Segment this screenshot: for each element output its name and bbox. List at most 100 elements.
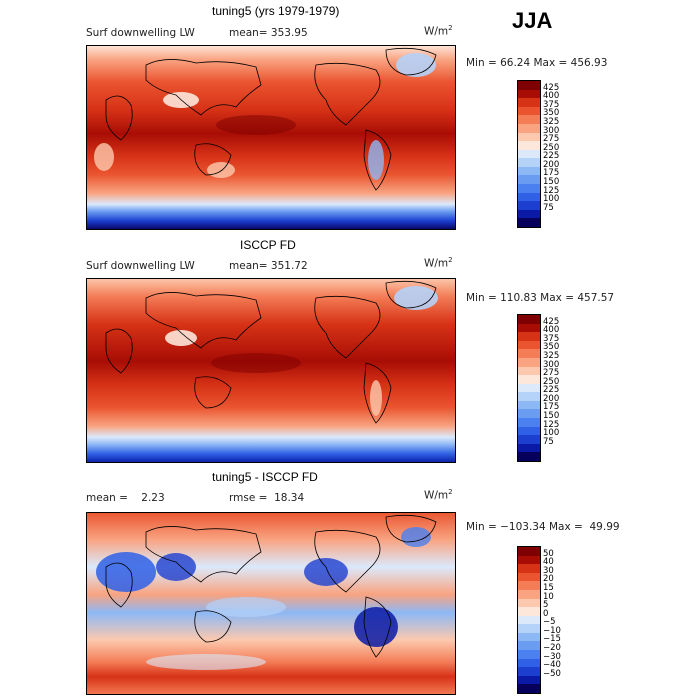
panel1-frame	[86, 45, 456, 230]
colorbar-tick-label: −5	[543, 617, 556, 628]
colorbar-tick-label: 425	[543, 316, 560, 327]
panel3-minmax: Min = −103.34 Max = 49.99	[466, 521, 620, 533]
colorbar-swatch	[518, 443, 540, 453]
colorbar-swatch	[518, 564, 540, 574]
colorbar-swatch	[518, 426, 540, 436]
colorbar-tick-label: 175	[543, 168, 560, 179]
colorbar-tick-label: 300	[543, 125, 560, 136]
colorbar-tick-label: 40	[543, 557, 554, 568]
colorbar-tick-label: 20	[543, 574, 554, 585]
colorbar-swatch	[518, 218, 540, 228]
colorbar-tick-label: 275	[543, 368, 560, 379]
colorbar-swatch	[518, 340, 540, 350]
colorbar-tick-label: −20	[543, 643, 561, 654]
colorbar-tick-label: 400	[543, 325, 560, 336]
panel1-map	[86, 45, 456, 230]
colorbar-swatch	[518, 115, 540, 125]
colorbar-swatch	[518, 624, 540, 634]
colorbar-swatch	[518, 323, 540, 333]
season-label: JJA	[512, 8, 553, 33]
colorbar-swatch	[518, 641, 540, 651]
colorbar-swatch	[518, 418, 540, 427]
colorbar-tick-label: 350	[543, 108, 560, 119]
colorbar-swatch	[518, 452, 540, 462]
colorbar-swatch	[518, 201, 540, 211]
colorbar-tick-label: 125	[543, 419, 560, 430]
colorbar-swatch	[518, 89, 540, 99]
colorbar-tick-label: 375	[543, 99, 560, 110]
panel1-minmax: Min = 66.24 Max = 456.93	[466, 57, 608, 69]
panel1-coastlines	[105, 47, 437, 191]
colorbar-swatch	[518, 675, 540, 685]
colorbar-swatch	[518, 547, 540, 556]
panel1-mean: mean= 353.95	[229, 27, 308, 39]
colorbar-swatch	[518, 332, 540, 342]
colorbar-tick-label: 50	[543, 548, 554, 559]
colorbar-tick-label: 250	[543, 376, 560, 387]
colorbar-swatch	[518, 555, 540, 565]
colorbar-tick-label: 5	[543, 600, 549, 611]
panel2-units: W/m2	[424, 256, 453, 270]
colorbar-tick-label: 150	[543, 411, 560, 422]
colorbar-tick-label: 75	[543, 202, 554, 213]
colorbar-tick-label: 300	[543, 359, 560, 370]
colorbar-tick-label: 125	[543, 185, 560, 196]
colorbar-tick-label: 275	[543, 134, 560, 145]
colorbar-tick-label: 200	[543, 393, 560, 404]
colorbar-tick-label: 15	[543, 582, 554, 593]
panel2-title: ISCCP FD	[240, 238, 296, 252]
colorbar-tick-label: 225	[543, 385, 560, 396]
colorbar-swatch	[518, 435, 540, 445]
panel2-features	[165, 286, 438, 416]
colorbar-swatch	[518, 98, 540, 108]
colorbar-tick-label: −30	[543, 651, 561, 662]
colorbar-swatch	[518, 375, 540, 384]
panel3-frame	[86, 512, 456, 695]
colorbar-tick-label: 225	[543, 151, 560, 162]
colorbar-swatch	[518, 400, 540, 410]
colorbar-swatch	[518, 141, 540, 150]
colorbar-swatch	[518, 392, 540, 402]
colorbar-tick-label: −10	[543, 625, 561, 636]
colorbar-swatch	[518, 175, 540, 185]
panel2-mean: mean= 351.72	[229, 260, 308, 272]
colorbar-swatch	[518, 192, 540, 202]
panel2-frame	[86, 278, 456, 463]
colorbar-swatch	[518, 349, 540, 359]
colorbar-swatch	[518, 667, 540, 677]
colorbar-tick-label: 400	[543, 91, 560, 102]
panel1-variable: Surf downwelling LW	[86, 27, 195, 39]
panel2-coastlines	[105, 280, 437, 424]
colorbar-tick-label: 325	[543, 350, 560, 361]
colorbar-tick-label: −50	[543, 668, 561, 679]
colorbar-tick-label: 75	[543, 436, 554, 447]
colorbar-swatch	[518, 409, 540, 419]
panel3-units: W/m2	[424, 488, 453, 502]
colorbar-swatch	[518, 158, 540, 168]
colorbar-tick-label: −40	[543, 660, 561, 671]
panel3-rmse: rmse = 18.34	[229, 492, 305, 504]
colorbar-tick-label: 325	[543, 116, 560, 127]
colorbar-swatch	[518, 572, 540, 582]
colorbar-swatch	[518, 81, 540, 90]
colorbar-swatch	[518, 123, 540, 133]
colorbar-tick-label: 425	[543, 82, 560, 93]
colorbar-swatch	[518, 607, 540, 616]
colorbar-tick-label: 30	[543, 565, 554, 576]
panel3-mean: mean = 2.23	[86, 492, 165, 504]
colorbar-swatch	[518, 632, 540, 642]
panel3-map	[86, 512, 456, 695]
colorbar-swatch	[518, 149, 540, 159]
panel2-minmax: Min = 110.83 Max = 457.57	[466, 292, 615, 304]
colorbar-swatch	[518, 684, 540, 694]
panel3-features	[96, 527, 431, 670]
panel2-variable: Surf downwelling LW	[86, 260, 195, 272]
colorbar-swatch	[518, 184, 540, 193]
colorbar-swatch	[518, 615, 540, 625]
colorbar-swatch	[518, 589, 540, 599]
colorbar-swatch	[518, 166, 540, 176]
colorbar-tick-label: 375	[543, 333, 560, 344]
colorbar-tick-label: 175	[543, 402, 560, 413]
colorbar-swatch	[518, 650, 540, 659]
colorbar-swatch	[518, 315, 540, 324]
